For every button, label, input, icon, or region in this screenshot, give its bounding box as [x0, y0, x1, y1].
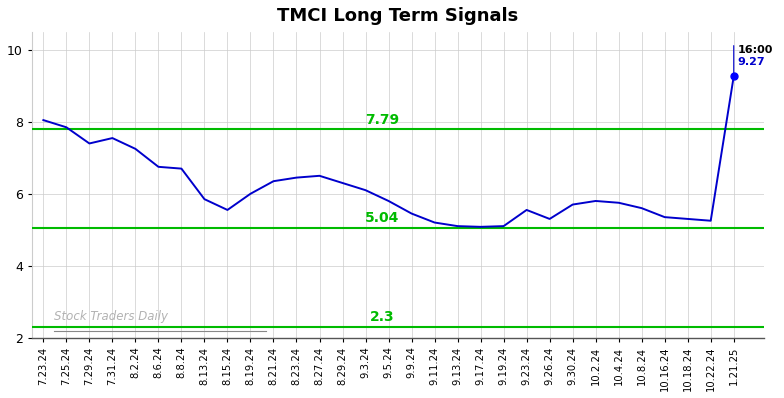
Text: 16:00: 16:00 [737, 45, 772, 55]
Text: Stock Traders Daily: Stock Traders Daily [54, 310, 168, 323]
Text: 2.3: 2.3 [370, 310, 394, 324]
Text: 5.04: 5.04 [365, 211, 399, 225]
Title: TMCI Long Term Signals: TMCI Long Term Signals [277, 7, 518, 25]
Text: 9.27: 9.27 [737, 57, 765, 67]
Text: 7.79: 7.79 [365, 113, 399, 127]
